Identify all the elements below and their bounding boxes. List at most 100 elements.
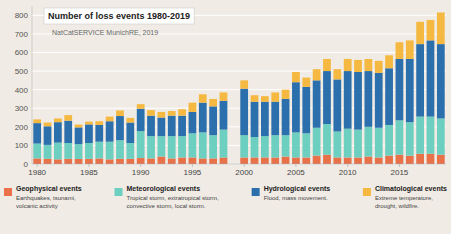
bar-segment — [44, 126, 52, 145]
bar-segment — [354, 60, 362, 72]
bar-segment — [302, 133, 310, 157]
bar-segment — [375, 73, 383, 128]
bar-segment — [427, 154, 435, 164]
bar-segment — [344, 71, 352, 129]
bar-segment — [116, 140, 124, 159]
legend-label: Meteorological events — [127, 185, 201, 193]
bar-segment — [199, 103, 207, 133]
bar-segment — [44, 159, 52, 164]
bar-segment — [396, 59, 404, 120]
bar-segment — [33, 144, 41, 159]
bar-segment — [385, 68, 393, 125]
bar-segment — [240, 80, 248, 88]
bar-segment — [416, 117, 424, 154]
legend-label: Climatological events — [375, 185, 447, 193]
bar-segment — [137, 104, 145, 109]
chart: 0100200300400500600700800198019851990199… — [0, 0, 451, 234]
y-axis-line — [32, 6, 33, 164]
bar-segment — [106, 121, 114, 141]
bar-segment — [189, 133, 197, 157]
bar-segment — [189, 103, 197, 112]
bar-segment — [251, 157, 259, 164]
bar-segment — [292, 157, 300, 164]
bar-segment — [437, 44, 445, 118]
bar-segment — [313, 156, 321, 164]
bar-segment — [220, 101, 228, 130]
x-tick — [399, 164, 400, 167]
x-tick — [88, 164, 89, 167]
bar-segment — [396, 42, 404, 59]
bar-segment — [137, 131, 145, 158]
bar-segment — [168, 158, 176, 164]
bar-segment — [75, 127, 83, 144]
y-tick-label: 300 — [15, 104, 29, 113]
grid-line — [32, 52, 446, 53]
bar-segment — [168, 111, 176, 116]
bar-segment — [354, 130, 362, 158]
bar-segment — [427, 117, 435, 154]
legend-swatch — [252, 188, 260, 196]
bar-segment — [375, 128, 383, 158]
bar-segment — [333, 157, 341, 164]
bar-segment — [437, 155, 445, 164]
legend-description-line: Earthquakes, tsunami, — [16, 195, 76, 201]
bar-segment — [261, 136, 269, 157]
x-tick — [244, 164, 245, 167]
bar-segment — [427, 20, 435, 40]
grid-line — [32, 126, 446, 127]
bar-segment — [75, 144, 83, 159]
bar-segment — [178, 116, 186, 136]
legend-swatch — [115, 188, 123, 196]
bar-segment — [323, 155, 331, 164]
bar-segment — [168, 136, 176, 158]
x-tick — [140, 164, 141, 167]
bar-segment — [406, 40, 414, 59]
legend-item: Hydrological eventsFlood, mass movement. — [252, 185, 331, 201]
bar-segment — [33, 123, 41, 143]
y-tick-label: 100 — [15, 141, 29, 150]
bar-segment — [261, 96, 269, 102]
bar-segment — [106, 142, 114, 160]
background — [0, 0, 451, 234]
bar-segment — [240, 157, 248, 164]
legend-description: Extreme temperature,drought, wildfire. — [375, 195, 433, 209]
bar-segment — [147, 158, 155, 164]
bar-segment — [116, 116, 124, 140]
bar-segment — [271, 135, 279, 157]
bar-segment — [354, 72, 362, 130]
bar-segment — [64, 143, 72, 159]
grid — [32, 15, 446, 164]
x-tick — [192, 164, 193, 167]
bar-segment — [209, 99, 217, 106]
subtitle: NatCatSERVICE MunichRE, 2019 — [52, 29, 158, 36]
legend-description-line: Tropical storm, extratropical storm, — [127, 195, 219, 201]
bar-segment — [137, 109, 145, 131]
x-tick-label: 2000 — [235, 168, 253, 177]
bar-segment — [385, 55, 393, 68]
y-tick-label: 500 — [15, 67, 29, 76]
bar-segment — [157, 136, 165, 156]
bar-segment — [416, 154, 424, 164]
bar-segment — [33, 158, 41, 164]
bar-segment — [364, 127, 372, 157]
bar-segment — [147, 116, 155, 136]
bar-segment — [364, 157, 372, 164]
x-tick — [295, 164, 296, 167]
title: Number of loss events 1980-2019 — [48, 11, 190, 21]
legend-description-line: drought, wildfire. — [375, 203, 419, 209]
legend-swatch — [4, 188, 12, 196]
y-tick-label: 200 — [15, 123, 29, 132]
bar-segment — [313, 128, 321, 156]
bar-segment — [416, 44, 424, 116]
x-tick-label: 1995 — [184, 168, 202, 177]
bar-segment — [147, 136, 155, 158]
bar-segment — [126, 123, 134, 143]
bar-segment — [302, 87, 310, 133]
bar-segment — [396, 120, 404, 154]
bar-segment — [323, 59, 331, 71]
x-axis-line — [32, 164, 446, 165]
bar-segment — [189, 157, 197, 164]
legend-item: Meteorological events Tropical storm, ext… — [115, 185, 219, 209]
bar-segment — [292, 132, 300, 157]
bar-segment — [95, 142, 103, 159]
